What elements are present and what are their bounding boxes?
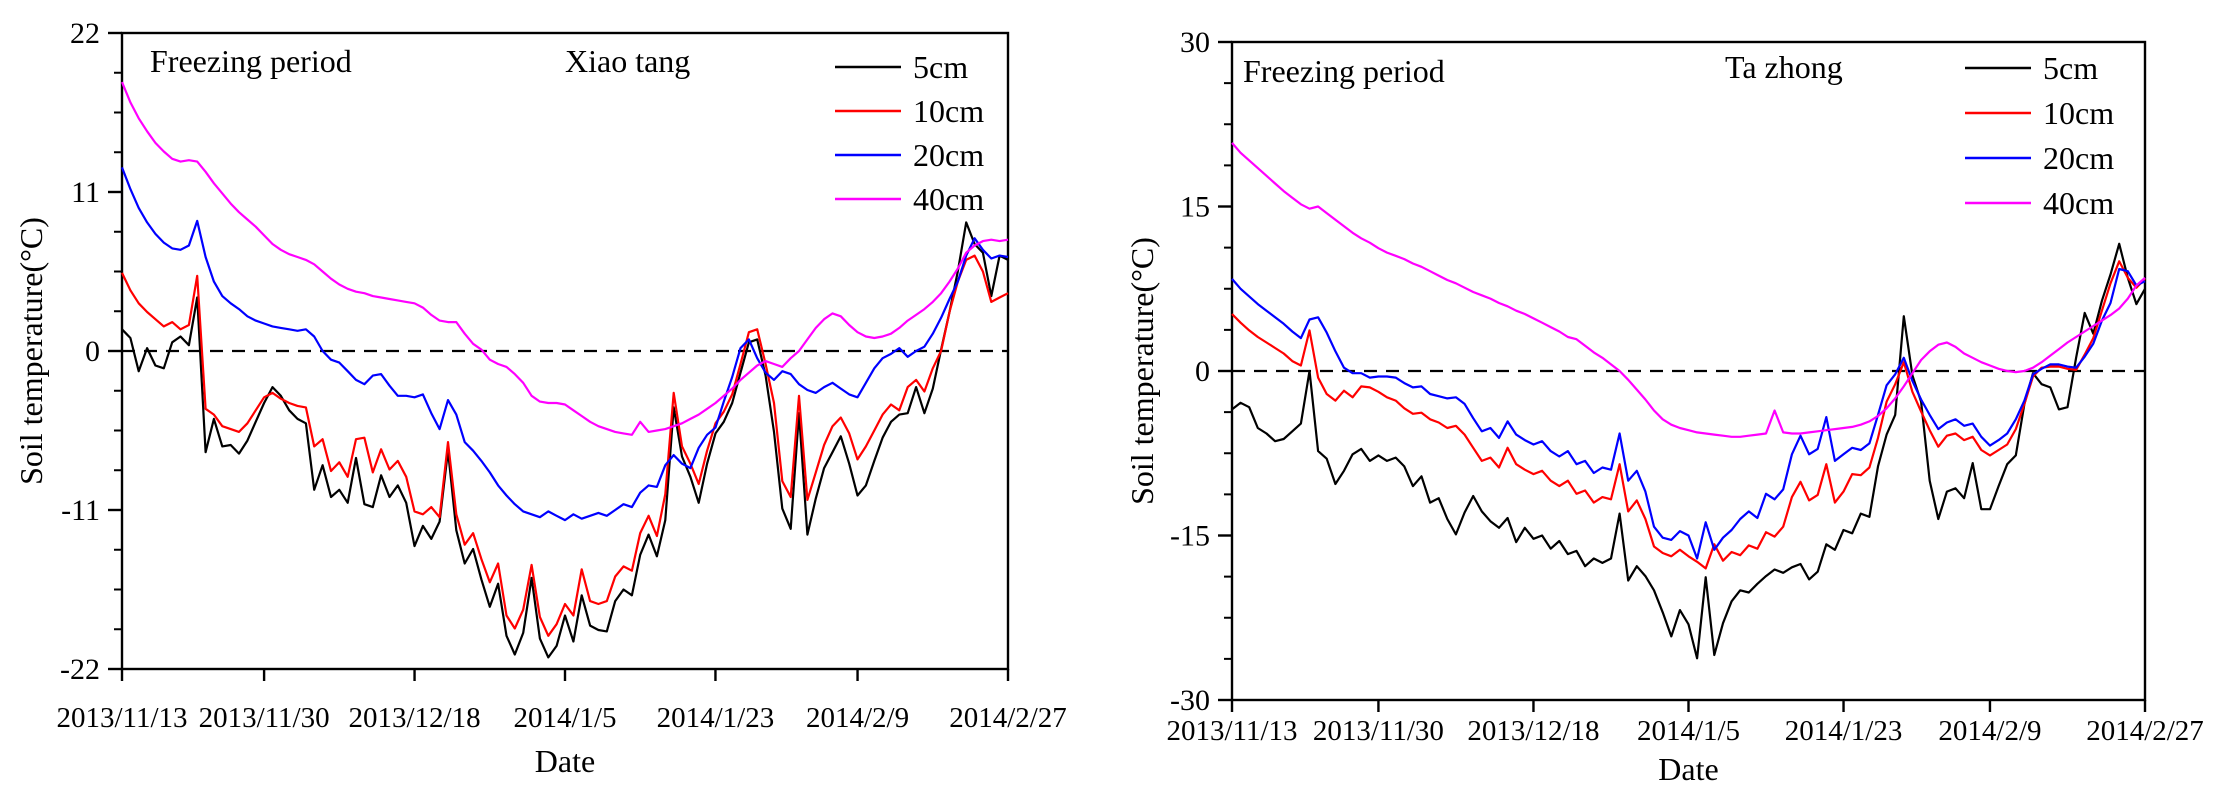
legend-label-20cm: 20cm xyxy=(2043,140,2114,176)
y-tick-label: 11 xyxy=(71,176,100,209)
x-tick-label: 2014/2/9 xyxy=(1938,715,2041,747)
y-tick-label: 22 xyxy=(70,17,100,50)
y-tick-label: -30 xyxy=(1170,684,1210,717)
chart-xiao-tang: 22 11 0 -11 -22 2013/11/13 2013/11/30 2013/12/1… xyxy=(13,17,1067,779)
x-tick-label: 2013/11/30 xyxy=(1313,715,1444,747)
series-line-20cm xyxy=(1231,267,2146,560)
legend-label-5cm: 5cm xyxy=(2043,50,2098,86)
chart-title: Ta zhong xyxy=(1725,49,1843,85)
x-axis-title: Date xyxy=(535,743,595,779)
annotation-freezing-period: Freezing period xyxy=(1243,53,1445,89)
x-tick-label: 2013/12/18 xyxy=(1467,715,1599,747)
annotation-freezing-period: Freezing period xyxy=(150,43,352,79)
series-line-40cm xyxy=(120,81,1009,436)
y-axis-title: Soil temperature(°C) xyxy=(13,217,49,485)
legend-label-10cm: 10cm xyxy=(2043,95,2114,131)
y-tick-label: 0 xyxy=(85,335,100,368)
series-line-20cm xyxy=(120,167,1009,522)
y-tick-label: 30 xyxy=(1180,26,1210,59)
x-tick-label: 2013/11/13 xyxy=(56,702,187,734)
y-tick-label: -11 xyxy=(61,494,100,527)
y-tick-label: -22 xyxy=(60,653,100,686)
x-tick-label: 2013/11/13 xyxy=(1166,715,1297,747)
legend-label-40cm: 40cm xyxy=(2043,185,2114,221)
series-line-40cm xyxy=(1231,142,2146,438)
series-line-10cm xyxy=(121,254,1009,637)
series-line-5cm xyxy=(121,221,1009,659)
x-tick-label: 2014/1/5 xyxy=(1637,715,1740,747)
y-axis-title: Soil temperature(°C) xyxy=(1124,237,1160,505)
legend-label-10cm: 10cm xyxy=(913,93,984,129)
y-tick-label: 15 xyxy=(1180,191,1210,224)
x-axis-title: Date xyxy=(1658,751,1718,787)
series-line-5cm xyxy=(1231,242,2146,660)
legend-label-40cm: 40cm xyxy=(913,181,984,217)
x-tick-label: 2014/1/23 xyxy=(657,702,775,734)
chart-title: Xiao tang xyxy=(565,43,690,79)
x-tick-label: 2013/11/30 xyxy=(199,702,330,734)
x-tick-label: 2014/2/27 xyxy=(949,702,1067,734)
x-tick-label: 2014/1/23 xyxy=(1785,715,1903,747)
legend-label-5cm: 5cm xyxy=(913,49,968,85)
x-tick-label: 2014/2/9 xyxy=(806,702,909,734)
x-tick-label: 2013/12/18 xyxy=(348,702,480,734)
x-tick-label: 2014/1/5 xyxy=(513,702,616,734)
chart-panel-ta-zhong: 30 15 0 -15 -30 2013/11/13 2013/11/30 2013/12/1… xyxy=(1111,0,2222,806)
y-tick-label: -15 xyxy=(1170,520,1210,553)
y-tick-label: 0 xyxy=(1195,355,1210,388)
x-tick-label: 2014/2/27 xyxy=(2086,715,2204,747)
chart-panel-xiao-tang: 22 11 0 -11 -22 2013/11/13 2013/11/30 2013/12/1… xyxy=(13,17,1067,779)
series-line-10cm xyxy=(1231,260,2146,570)
legend-label-20cm: 20cm xyxy=(913,137,984,173)
